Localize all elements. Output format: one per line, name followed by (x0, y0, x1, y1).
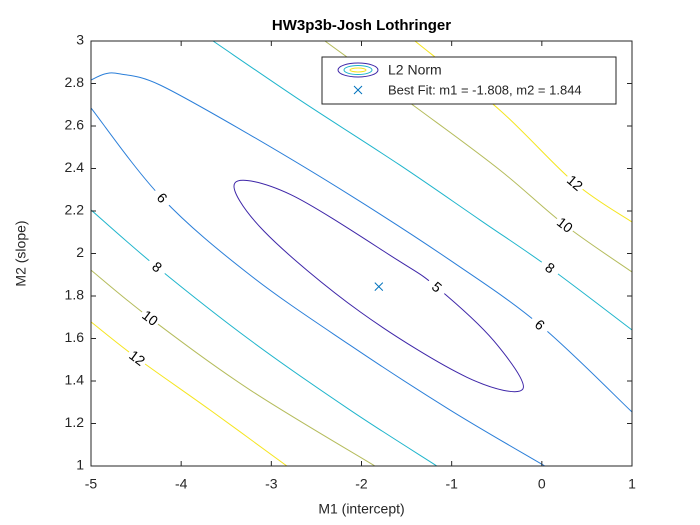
legend-label: L2 Norm (388, 62, 442, 78)
contour-label-group: 6 (149, 185, 175, 211)
y-tick-label: 1 (76, 457, 84, 473)
y-tick-label: 2.8 (65, 74, 85, 90)
y-tick-label: 1.6 (65, 329, 85, 345)
contour-label-group: 6 (526, 312, 553, 338)
y-tick-label: 1.2 (65, 414, 85, 430)
contour-label-background (526, 312, 553, 338)
contour-label-background (149, 185, 175, 211)
contour-label-group: 10 (551, 212, 578, 238)
y-tick-label: 1.8 (65, 287, 85, 303)
chart-title: HW3p3b-Josh Lothringer (272, 17, 451, 34)
contour-label-group: 8 (144, 254, 170, 280)
contour-label-background (144, 254, 170, 280)
y-tick-label: 3 (76, 32, 84, 48)
legend-contour-icon (349, 67, 367, 73)
legend-contour-icon (337, 62, 379, 78)
contour-label-group: 5 (423, 274, 450, 300)
y-tick-label: 2.6 (65, 117, 85, 133)
x-tick-label: -3 (265, 476, 278, 492)
contour-label-background (561, 170, 588, 196)
y-axis-label: M2 (slope) (13, 220, 29, 286)
best-fit-marker (374, 282, 384, 292)
contour-line (91, 72, 632, 466)
contour-label-group: 12 (124, 345, 150, 371)
contour-label-group: 8 (537, 255, 563, 281)
x-tick-label: 1 (628, 476, 636, 492)
legend-marker (353, 85, 363, 95)
contour-line (91, 41, 632, 466)
x-axis-label: M1 (intercept) (318, 501, 404, 517)
x-tick-label: 0 (538, 476, 546, 492)
y-tick-label: 2.2 (65, 202, 85, 218)
contour-label-background (124, 345, 150, 371)
y-tick-label: 2.4 (65, 159, 85, 175)
legend: L2 Norm Best Fit: m1 = -1.808, m2 = 1.844 (321, 56, 617, 105)
contour-line (233, 179, 524, 393)
contour-label-background (423, 274, 450, 300)
x-tick-label: -1 (445, 476, 458, 492)
contour-label-group: 12 (561, 170, 588, 196)
legend-contour-icon (343, 65, 373, 75)
x-tick-label: -4 (175, 476, 188, 492)
plot-area (91, 41, 632, 466)
contour-label-group: 10 (137, 305, 163, 331)
contour-label-background (537, 255, 563, 281)
y-tick-label: 2 (76, 244, 84, 260)
contour-label-background (551, 212, 578, 238)
overlay-layer: 5 6 6 8 8 10 10 12 12 -5 -4 -3 -2 -1 0 1 1 1.2 1.4 1.6 1.8 2 2… (65, 32, 637, 492)
y-tick-label: 1.4 (65, 372, 85, 388)
contour-label-background (137, 305, 163, 331)
legend-label: Best Fit: m1 = -1.808, m2 = 1.844 (388, 82, 582, 97)
x-tick-label: -2 (355, 476, 368, 492)
x-tick-label: -5 (85, 476, 98, 492)
